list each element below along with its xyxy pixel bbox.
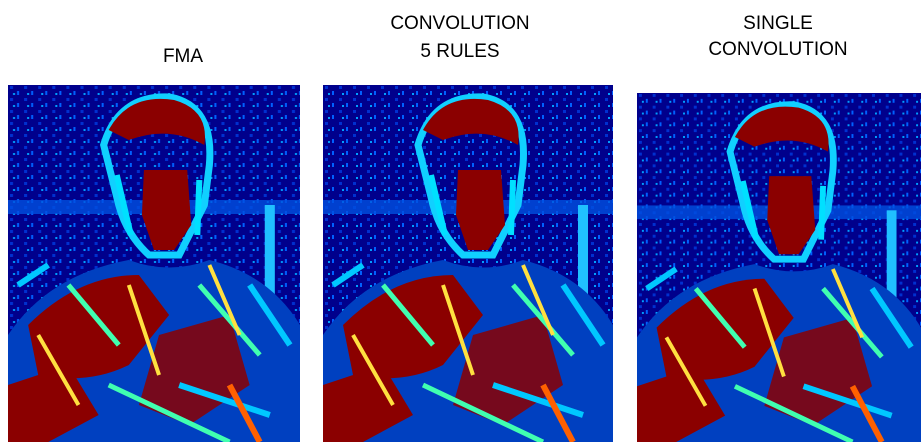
panel-title: CONVOLUTION [708,39,847,60]
panel-title: FMA [163,46,203,67]
figure: FMA CONVOLUTION 5 RULES SINGLE CONVOLUTI… [0,0,921,442]
panel-title: 5 RULES [420,41,499,62]
single-convolution-image [637,93,921,442]
page: FMA CONVOLUTION 5 RULES SINGLE CONVOLUTI… [0,0,921,442]
convolution-5-rules-image [323,85,613,442]
fma-image [8,85,300,442]
panel-title: CONVOLUTION [390,13,529,34]
panel-title: SINGLE [743,13,813,34]
